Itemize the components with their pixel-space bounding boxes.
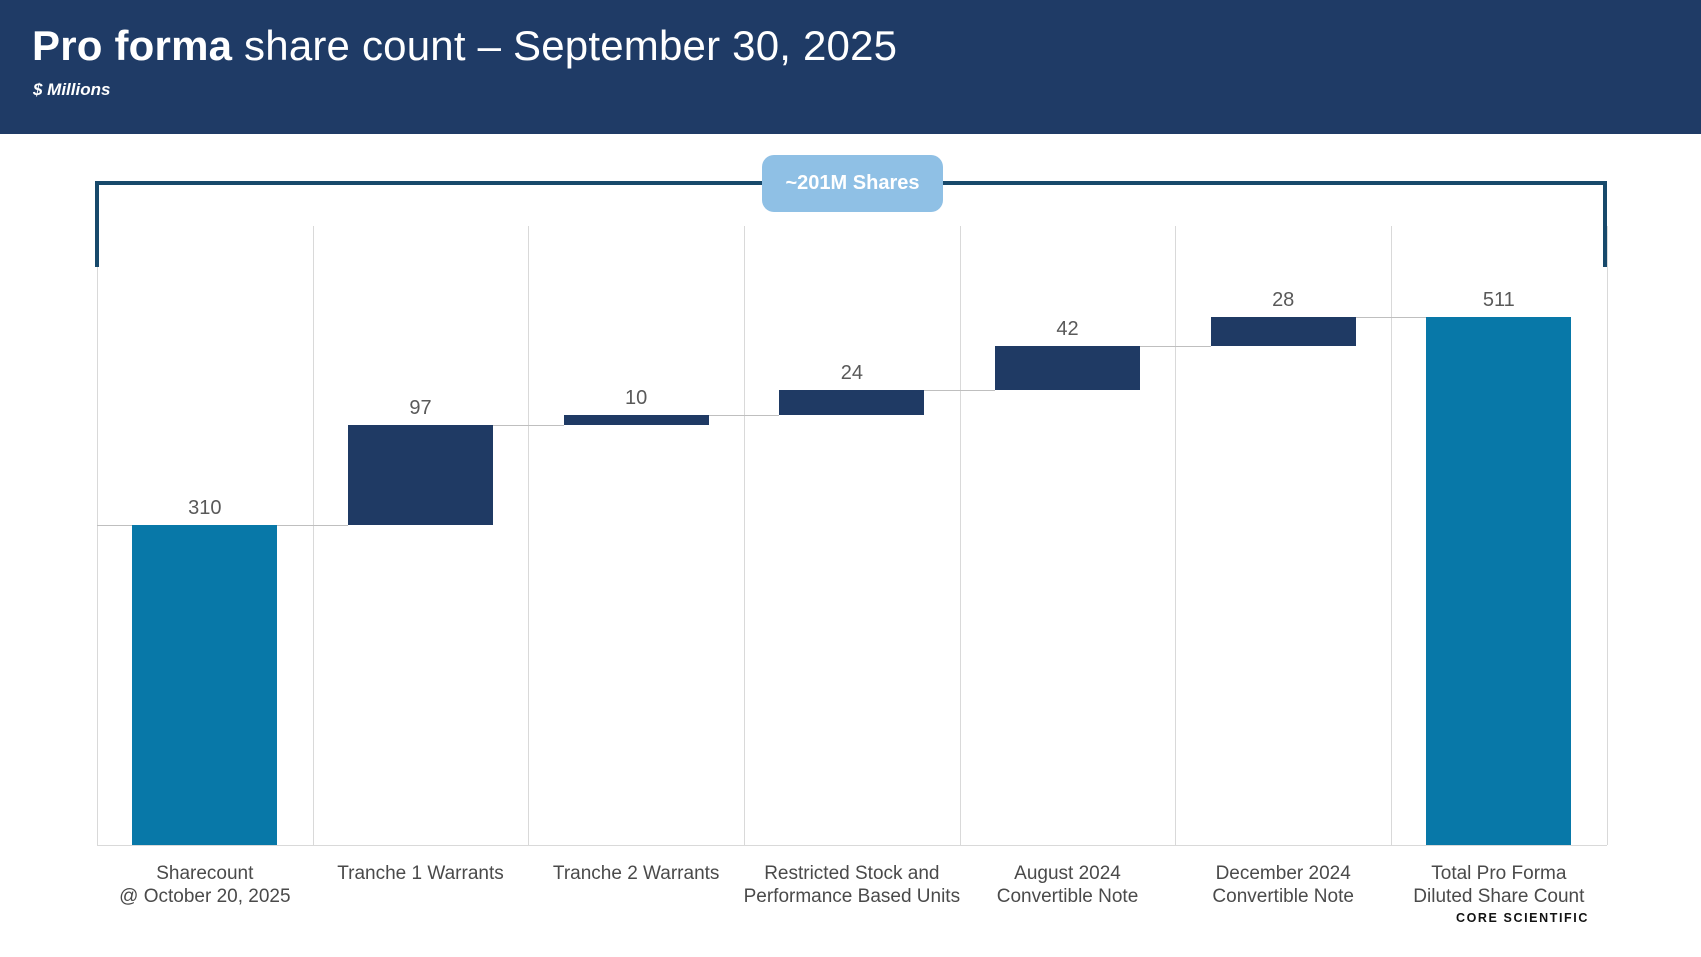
category-label-line: Convertible Note <box>1212 886 1354 907</box>
x-axis-line <box>97 845 1607 846</box>
bar-value-label: 10 <box>625 386 648 409</box>
waterfall-connector <box>1140 346 1211 348</box>
waterfall-bar <box>1210 317 1356 347</box>
gridline <box>97 225 98 845</box>
waterfall-connector <box>1355 317 1427 319</box>
category-label: Total Pro Forma Diluted Share Count <box>1413 862 1584 908</box>
waterfall-connector <box>708 414 780 416</box>
waterfall-connector <box>493 424 564 426</box>
category-label: Sharecount @ October 20, 2025 <box>119 862 290 908</box>
category-label-line: Total Pro Forma <box>1431 863 1567 884</box>
units-subtitle: $ Millions <box>33 80 111 99</box>
bar-value-label: 24 <box>840 361 863 384</box>
category-label: Restricted Stock and Performance Based Un… <box>744 862 961 908</box>
gridline <box>312 225 314 845</box>
category-label-line: Sharecount <box>156 863 254 884</box>
waterfall-bar <box>1426 317 1572 845</box>
bar-value-label: 42 <box>1056 318 1079 341</box>
category-label-line: Convertible Note <box>996 886 1139 907</box>
category-label-line: Diluted Share Count <box>1413 886 1585 907</box>
slide-header: Pro forma share count – September 30, 20… <box>0 0 1701 134</box>
bar-value-label: 310 <box>188 496 222 519</box>
gridline <box>744 225 745 845</box>
category-label-line: Performance Based Units <box>743 886 961 907</box>
page-title-emphasis: Pro forma <box>32 22 233 69</box>
bracket-left-tick <box>95 181 99 267</box>
bracket-right-tick <box>1603 181 1607 267</box>
category-label: August 2024 Convertible Note <box>997 862 1139 908</box>
bar-value-label: 97 <box>409 396 432 419</box>
category-label-line: August 2024 <box>1014 863 1121 884</box>
gridline <box>959 225 961 845</box>
page-title: Pro forma share count – September 30, 20… <box>32 22 897 70</box>
category-label-line: December 2024 <box>1215 863 1351 884</box>
waterfall-bar <box>563 414 709 425</box>
core-scientific-logo: CORE SCIENTIFIC <box>1455 911 1589 925</box>
bar-value-label: 28 <box>1272 289 1295 312</box>
waterfall-connector <box>277 524 348 526</box>
waterfall-bar <box>132 524 278 845</box>
gridline <box>1391 225 1393 845</box>
category-label-line: @ October 20, 2025 <box>119 886 291 907</box>
page-title-rest: share count – September 30, 2025 <box>232 22 898 69</box>
category-label: Tranche 2 Warrants <box>553 862 719 885</box>
category-label-line: Tranche 2 Warrants <box>552 863 720 884</box>
shares-annotation-label: ~201M Shares <box>785 172 920 194</box>
category-label: December 2024 Convertible Note <box>1212 862 1354 908</box>
waterfall-bar <box>779 389 925 415</box>
category-label-line: Tranche 1 Warrants <box>337 863 504 884</box>
gridline <box>1175 225 1177 845</box>
waterfall-connector <box>97 524 133 526</box>
category-label: Tranche 1 Warrants <box>337 862 503 885</box>
waterfall-bar <box>995 346 1141 390</box>
shares-annotation-badge: ~201M Shares <box>762 155 943 212</box>
waterfall-connector <box>924 389 995 391</box>
waterfall-bar <box>348 424 493 525</box>
bar-value-label: 511 <box>1482 289 1515 312</box>
category-label-line: Restricted Stock and <box>764 863 940 884</box>
gridline <box>1606 225 1608 845</box>
gridline <box>528 225 530 845</box>
